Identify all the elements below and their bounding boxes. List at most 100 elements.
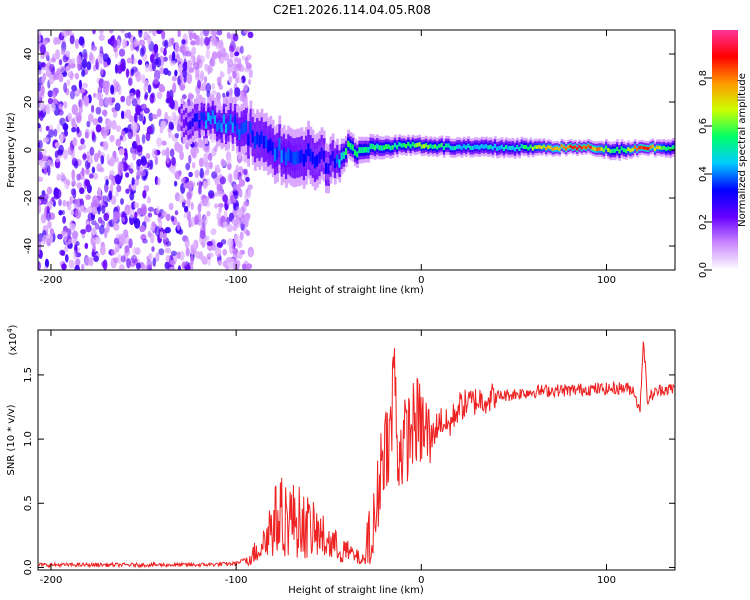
spectrogram-noise-cell xyxy=(188,154,192,164)
spectrogram-noise-cell xyxy=(91,251,95,258)
spectrogram-noise-cell xyxy=(115,156,119,163)
spectrogram-noise-cell xyxy=(134,89,141,96)
spectrogram-noise-cell xyxy=(233,190,239,200)
spectrogram-noise-cell xyxy=(44,193,50,200)
spectrogram-x-label: Height of straight line (km) xyxy=(288,285,424,296)
spectrogram-ridge-cell xyxy=(305,149,308,163)
snr-y-scale-suffix: ) xyxy=(8,324,19,328)
spectrogram-noise-cell xyxy=(40,85,45,96)
chart-title: C2E1.2026.114.04.05.R08 xyxy=(273,3,431,17)
spectrogram-noise-cell xyxy=(93,172,99,180)
spectrogram-noise-cell xyxy=(115,138,122,147)
spectrogram-ridge-cell xyxy=(656,145,659,150)
spectrogram-ridge-cell xyxy=(562,145,566,149)
spectrogram-ridge-cell xyxy=(276,146,279,160)
spectrogram-ridge-cell xyxy=(547,145,550,149)
spectrogram-noise-cell xyxy=(46,210,51,222)
spectrogram-noise-cell xyxy=(120,30,126,34)
spectrogram-ridge-cell xyxy=(596,147,599,152)
spectrogram-noise-cell xyxy=(167,70,172,77)
spectrogram-noise-cell xyxy=(76,173,81,181)
spectrogram-noise-cell xyxy=(38,30,42,38)
spectrogram-noise-cell xyxy=(119,234,126,246)
spectrogram-ridge-cell xyxy=(585,146,588,150)
spectrogram-noise-cell xyxy=(199,70,205,82)
spectrogram-noise-cell xyxy=(210,228,217,236)
spectrogram-noise-cell xyxy=(205,48,211,60)
spectrogram-ridge-cell xyxy=(505,144,508,150)
spectrogram-noise-cell xyxy=(80,138,85,145)
spectrogram-noise-cell xyxy=(208,192,213,200)
spectrogram-ridge-cell xyxy=(333,158,337,168)
spectrogram-noise-cell xyxy=(202,197,208,207)
spectrogram-ridge-cell xyxy=(422,144,426,149)
spectrogram-noise-cell xyxy=(49,228,54,236)
spectrogram-noise-cell xyxy=(58,198,62,207)
spectrogram-noise-cell xyxy=(41,75,46,85)
spectrogram-ridge-cell xyxy=(496,146,499,151)
snr-x-label: Height of straight line (km) xyxy=(288,585,424,596)
snr-x-ticks: -200 -100 0 100 xyxy=(40,330,616,586)
spectrogram-ridge-cell xyxy=(238,129,242,140)
spectrogram-noise-cell xyxy=(163,56,168,62)
spectrogram-ridge-cell xyxy=(516,145,519,150)
spectrogram-noise-cell xyxy=(233,57,240,63)
spectrogram-ridge-cell xyxy=(425,143,428,148)
spectrogram-noise-cell xyxy=(131,254,138,264)
spectrogram-ridge-cell xyxy=(660,146,664,150)
spectrogram-noise-cell xyxy=(215,247,222,258)
spectrogram-noise-cell xyxy=(183,76,187,83)
spectrogram-ridge-cell xyxy=(382,145,386,151)
spectrogram-ridge-cell xyxy=(351,144,355,151)
spectrogram-noise-cell xyxy=(141,264,148,270)
spectrogram-noise-cell xyxy=(124,109,132,119)
spectrogram-ridge-cell xyxy=(400,143,404,148)
spectrogram-noise-cell xyxy=(235,77,240,84)
spectrogram-ridge-cell xyxy=(518,146,522,151)
spectrogram-noise-cell xyxy=(149,53,155,64)
spectrogram-noise-cell xyxy=(58,209,63,216)
spectrogram-ridge-cell xyxy=(309,148,313,162)
spectrogram-noise-cell xyxy=(111,248,117,256)
spectrogram-ridge-cell xyxy=(307,143,310,156)
spectrogram-noise-cell xyxy=(177,265,182,270)
spectrogram-noise-cell xyxy=(238,78,243,84)
spectrogram-noise-cell xyxy=(197,203,202,213)
spectrogram-noise-cell xyxy=(56,123,61,133)
spectrogram-ridge-cell xyxy=(640,145,644,149)
spectrogram-noise-cell xyxy=(88,51,94,61)
snr-y-scale-exponent: 4 xyxy=(6,328,14,333)
spectrogram-cells xyxy=(38,30,675,270)
spectrogram-ridge-cell xyxy=(405,144,408,149)
spectrogram-ridge-cell xyxy=(396,144,399,150)
spectrogram-ridge-cell xyxy=(498,145,502,151)
spectrogram-noise-cell xyxy=(217,202,224,209)
spectrogram-noise-cell xyxy=(120,130,126,138)
spectrogram-noise-cell xyxy=(211,51,218,60)
spectrogram-ridge-cell xyxy=(180,113,184,122)
spectrogram-noise-cell xyxy=(85,194,91,200)
spectrogram-noise-cell xyxy=(216,183,223,191)
snr-y-scale-prefix: (x10 xyxy=(8,333,19,356)
spectrogram-ridge-cell xyxy=(509,146,513,151)
spectrogram-noise-cell xyxy=(70,188,76,196)
spectrogram-noise-cell xyxy=(232,183,238,192)
spectrogram-noise-cell xyxy=(105,179,109,186)
spectrogram-noise-cell xyxy=(241,263,247,270)
spectrogram-noise-cell xyxy=(84,256,91,267)
spectrogram-noise-cell xyxy=(238,179,246,187)
spectrogram-noise-cell xyxy=(127,128,134,140)
spectrogram-noise-cell xyxy=(79,187,85,195)
spectrogram-noise-cell xyxy=(109,155,115,167)
spectrogram-noise-cell xyxy=(183,58,187,68)
spectrogram-noise-cell xyxy=(207,152,213,162)
spectrogram-ridge-cell xyxy=(327,163,330,175)
spectrogram-ridge-cell xyxy=(600,147,604,151)
spectrogram-noise-cell xyxy=(109,134,115,143)
colorbar-tick-label: 0.6 xyxy=(698,118,709,134)
spectrogram-noise-cell xyxy=(64,254,69,263)
spectrogram-ridge-cell xyxy=(302,153,306,167)
spectrogram-noise-cell xyxy=(136,170,142,177)
spectrogram-noise-cell xyxy=(118,48,126,57)
spectrogram-noise-cell xyxy=(48,74,55,85)
